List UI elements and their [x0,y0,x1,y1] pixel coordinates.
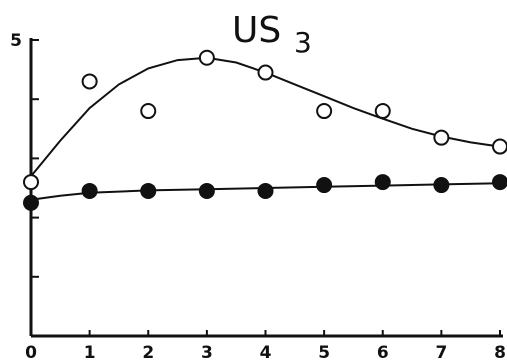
filled-point-x4 [257,182,274,199]
open-point-x3 [198,49,215,66]
x-tick-label-5: 5 [318,343,330,363]
chart-title-text: US [232,10,281,51]
open-point-x8 [492,138,507,155]
filled-point-x2 [140,182,157,199]
x-tick-label-1: 1 [84,343,96,363]
x-tick-label-4: 4 [260,343,272,363]
y-tick-label-5: 5 [10,31,22,51]
open-point-x7 [433,129,450,146]
filled-point-x7 [433,177,450,194]
filled-point-x6 [374,174,391,191]
x-tick-label-2: 2 [142,343,154,363]
chart-title-subscript: 3 [294,26,312,59]
filled-point-x3 [198,182,215,199]
open-point-x1 [81,73,98,90]
tick-labels: 0 1 2 3 4 5 6 7 8 5 [10,31,506,363]
filled-point-x8 [492,174,507,191]
x-tick-label-7: 7 [435,343,447,363]
x-tick-label-8: 8 [494,343,506,363]
filled-point-x1 [81,182,98,199]
open-point-x5 [316,103,333,120]
filled-point-x0 [23,194,39,211]
open-point-x4 [257,64,274,81]
open-point-x2 [140,103,157,120]
open-point-x0 [23,174,39,191]
x-tick-label-0: 0 [25,343,37,363]
chart-title: US 3 [232,10,312,59]
filled-point-x5 [316,177,333,194]
x-tick-label-3: 3 [201,343,213,363]
fit-curve-filled-circle [30,182,501,201]
x-tick-label-6: 6 [377,343,389,363]
open-point-x6 [374,103,391,120]
data-points [23,49,507,211]
